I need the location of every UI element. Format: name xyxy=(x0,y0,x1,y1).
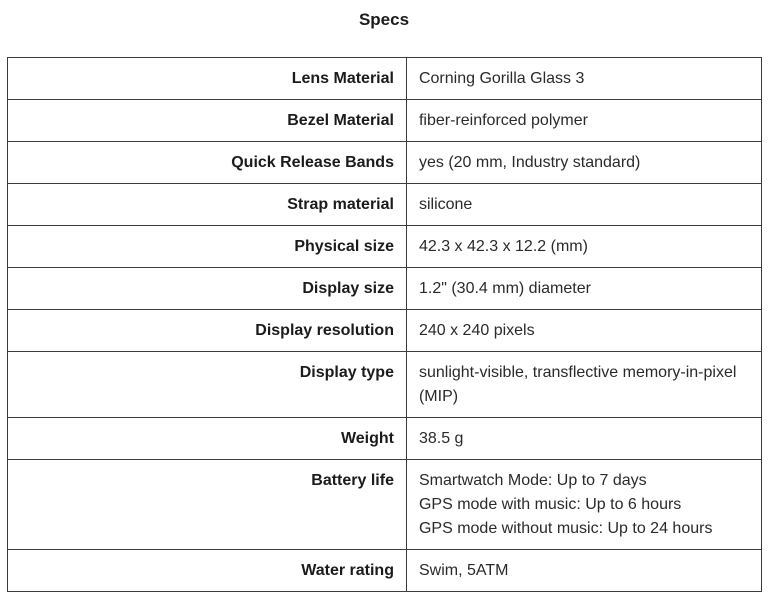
spec-value: sunlight-visible, transflective memory-i… xyxy=(405,351,763,418)
spec-value: 42.3 x 42.3 x 12.2 (mm) xyxy=(405,225,763,268)
spec-label: Bezel Material xyxy=(7,99,407,142)
spec-label: Display type xyxy=(7,351,407,418)
spec-value: yes (20 mm, Industry standard) xyxy=(405,141,763,184)
table-row: Physical size 42.3 x 42.3 x 12.2 (mm) xyxy=(7,225,763,268)
spec-value: silicone xyxy=(405,183,763,226)
spec-value: 240 x 240 pixels xyxy=(405,309,763,352)
spec-value: 38.5 g xyxy=(405,417,763,460)
spec-label: Battery life xyxy=(7,459,407,550)
spec-value: 1.2" (30.4 mm) diameter xyxy=(405,267,763,310)
spec-label: Water rating xyxy=(7,549,407,592)
table-row: Weight 38.5 g xyxy=(7,417,763,460)
specs-table-body: Lens Material Corning Gorilla Glass 3 Be… xyxy=(7,57,763,592)
table-row: Bezel Material fiber-reinforced polymer xyxy=(7,99,763,142)
spec-label: Weight xyxy=(7,417,407,460)
spec-value: Corning Gorilla Glass 3 xyxy=(405,57,763,100)
page-title: Specs xyxy=(358,10,410,29)
table-row: Display resolution 240 x 240 pixels xyxy=(7,309,763,352)
spec-value: Swim, 5ATM xyxy=(405,549,763,592)
spec-label: Quick Release Bands xyxy=(7,141,407,184)
spec-label: Display resolution xyxy=(7,309,407,352)
specs-table: Lens Material Corning Gorilla Glass 3 Be… xyxy=(7,57,763,592)
spec-value: fiber-reinforced polymer xyxy=(405,99,763,142)
spec-label: Physical size xyxy=(7,225,407,268)
table-row: Water rating Swim, 5ATM xyxy=(7,549,763,592)
specs-page: Specs Lens Material Corning Gorilla Glas… xyxy=(0,10,768,604)
table-row: Battery life Smartwatch Mode: Up to 7 da… xyxy=(7,459,763,550)
spec-value: Smartwatch Mode: Up to 7 days GPS mode w… xyxy=(405,459,763,550)
table-row: Display type sunlight-visible, transflec… xyxy=(7,351,763,418)
table-row: Lens Material Corning Gorilla Glass 3 xyxy=(7,57,763,100)
table-row: Strap material silicone xyxy=(7,183,763,226)
spec-label: Lens Material xyxy=(7,57,407,100)
table-row: Quick Release Bands yes (20 mm, Industry… xyxy=(7,141,763,184)
spec-label: Display size xyxy=(7,267,407,310)
table-row: Display size 1.2" (30.4 mm) diameter xyxy=(7,267,763,310)
spec-label: Strap material xyxy=(7,183,407,226)
